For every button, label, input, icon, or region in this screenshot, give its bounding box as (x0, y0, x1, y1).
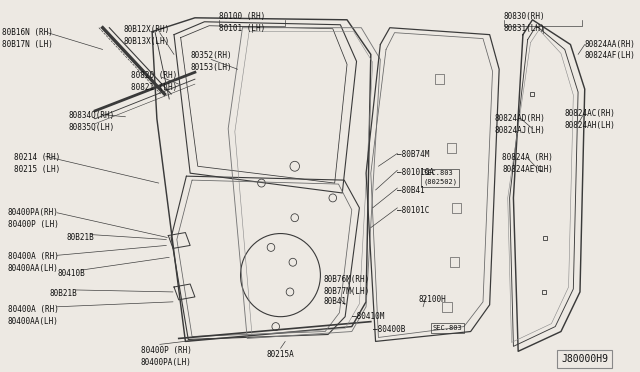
Text: 80830(RH)
80831(LH): 80830(RH) 80831(LH) (504, 12, 545, 33)
Text: 80B12X(RH)
80B13X(LH): 80B12X(RH) 80B13X(LH) (124, 25, 170, 45)
Text: —80400B: —80400B (372, 325, 405, 334)
Text: —80B41: —80B41 (397, 186, 425, 195)
Text: 80214 (RH)
80215 (LH): 80214 (RH) 80215 (LH) (14, 153, 61, 174)
Bar (450, 257, 460, 267)
Text: 80400PA(RH)
80400P (LH): 80400PA(RH) 80400P (LH) (8, 208, 58, 229)
Text: —80410M: —80410M (352, 312, 384, 321)
Text: J80000H9: J80000H9 (561, 354, 608, 364)
Text: 80400P (RH)
80400PA(LH): 80400P (RH) 80400PA(LH) (141, 346, 191, 367)
Text: —80101GA: —80101GA (397, 168, 435, 177)
Text: 80B16N (RH)
80B17N (LH): 80B16N (RH) 80B17N (LH) (2, 28, 52, 48)
Text: 80410B: 80410B (57, 269, 84, 278)
Text: 80352(RH)
80153(LH): 80352(RH) 80153(LH) (190, 51, 232, 72)
Text: 80824AA(RH)
80824AF(LH): 80824AA(RH) 80824AF(LH) (585, 39, 636, 60)
Text: —80101C: —80101C (397, 206, 430, 215)
Text: —80B74M: —80B74M (397, 150, 430, 160)
Text: 80400A (RH)
80400AA(LH): 80400A (RH) 80400AA(LH) (8, 305, 58, 326)
Text: 80B41: 80B41 (323, 297, 346, 306)
Text: 80834Q(RH)
80835Q(LH): 80834Q(RH) 80835Q(LH) (68, 111, 115, 132)
Bar (452, 203, 461, 213)
Text: SEC.803
(802502): SEC.803 (802502) (423, 170, 457, 185)
Text: 82100H: 82100H (419, 295, 446, 304)
Text: 80215A: 80215A (266, 350, 294, 359)
Text: 80100 (RH)
80101 (LH): 80100 (RH) 80101 (LH) (219, 12, 265, 33)
Text: 80824AD(RH)
80824AJ(LH): 80824AD(RH) 80824AJ(LH) (495, 114, 545, 135)
Text: 80824AC(RH)
80824AH(LH): 80824AC(RH) 80824AH(LH) (564, 109, 616, 130)
Bar (447, 144, 456, 153)
Text: 80B21B: 80B21B (49, 289, 77, 298)
Text: 80B21B: 80B21B (67, 232, 94, 241)
Text: 80820 (RH)
80821 (LH): 80820 (RH) 80821 (LH) (131, 71, 177, 92)
Text: 80824A (RH)
80824AE(LH): 80824A (RH) 80824AE(LH) (502, 153, 553, 174)
Bar (435, 74, 444, 84)
Text: 80B76M(RH)
80B77M(LH): 80B76M(RH) 80B77M(LH) (323, 275, 369, 296)
Text: SEC.803: SEC.803 (433, 325, 462, 331)
Bar (442, 302, 452, 312)
Text: 80400A (RH)
80400AA(LH): 80400A (RH) 80400AA(LH) (8, 252, 58, 273)
